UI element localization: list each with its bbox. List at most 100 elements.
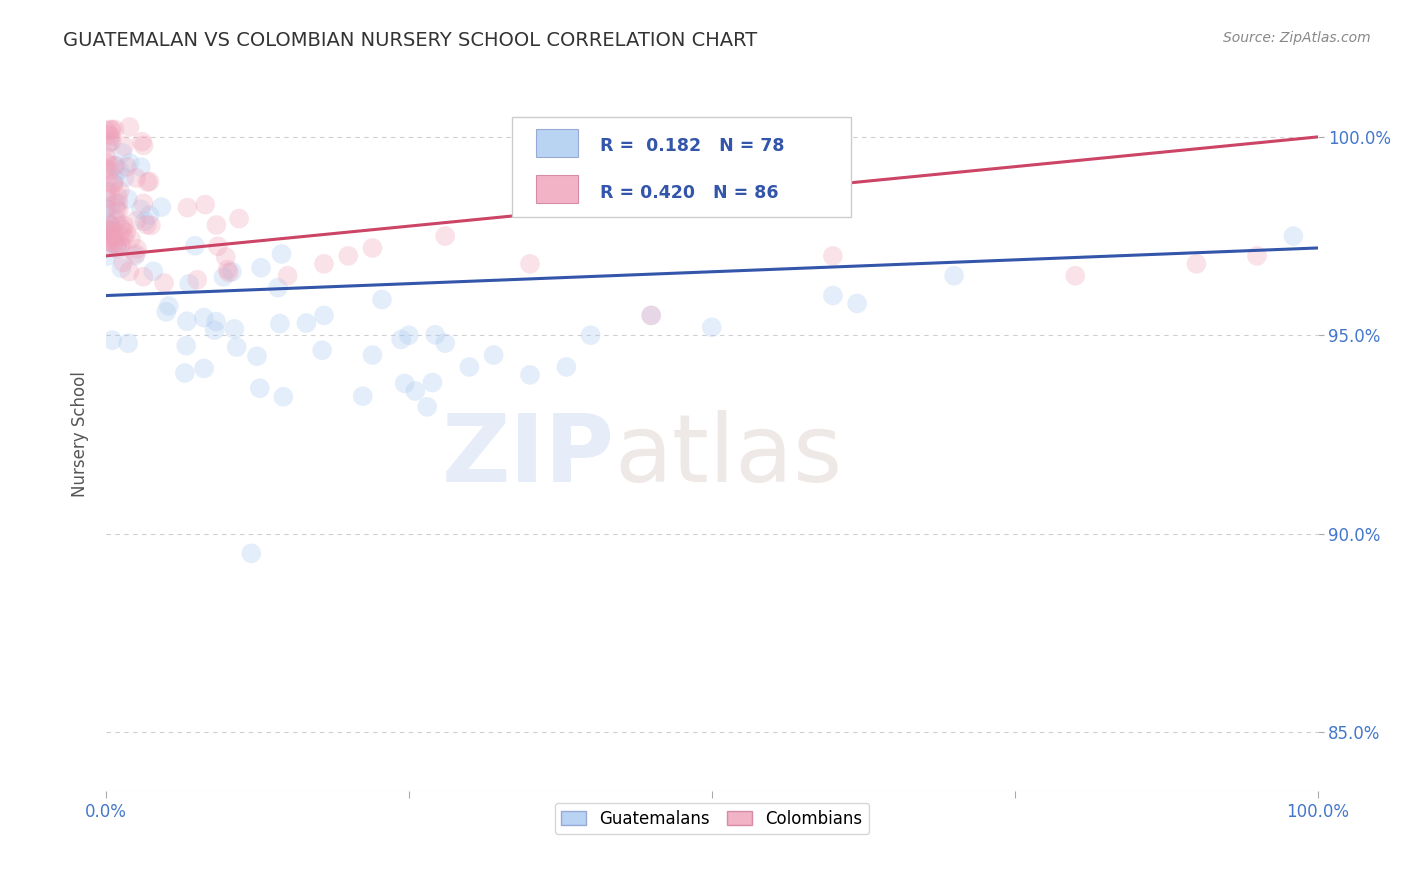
Point — [139, 219, 162, 233]
Point — [422, 376, 444, 390]
Point — [186, 273, 208, 287]
Point — [118, 264, 141, 278]
Point — [101, 333, 124, 347]
Point — [1185, 257, 1208, 271]
Point — [225, 340, 247, 354]
Point — [846, 296, 869, 310]
Point — [107, 189, 129, 203]
Point — [1064, 268, 1087, 283]
Point — [176, 201, 198, 215]
Point — [404, 384, 426, 398]
Point — [100, 199, 122, 213]
Point — [132, 196, 155, 211]
Point — [97, 231, 120, 245]
Point — [174, 339, 197, 353]
Point — [943, 268, 966, 283]
Point — [104, 172, 127, 186]
Point — [337, 249, 360, 263]
Point — [112, 139, 135, 153]
Point — [1246, 249, 1268, 263]
Point — [103, 159, 125, 173]
Point — [107, 195, 129, 210]
Text: ZIP: ZIP — [441, 409, 614, 502]
Point — [361, 348, 384, 362]
Point — [110, 238, 132, 252]
Point — [352, 389, 374, 403]
Point — [205, 218, 228, 232]
Point — [103, 176, 125, 190]
Point — [224, 322, 246, 336]
Point — [103, 178, 125, 192]
Point — [240, 546, 263, 560]
Point — [115, 226, 138, 240]
Point — [96, 138, 118, 153]
Point — [271, 390, 294, 404]
Point — [217, 262, 239, 277]
Point — [96, 214, 118, 228]
Point — [101, 222, 124, 236]
Point — [157, 299, 180, 313]
Text: atlas: atlas — [614, 409, 844, 502]
Point — [105, 196, 128, 211]
Point — [434, 336, 457, 351]
Point — [98, 235, 121, 249]
Point — [120, 232, 142, 246]
Point — [103, 122, 125, 136]
Point — [112, 255, 135, 269]
Point — [104, 159, 127, 173]
Point — [193, 310, 215, 325]
Point — [112, 219, 135, 233]
Point — [250, 260, 273, 275]
Point — [96, 123, 118, 137]
Point — [107, 242, 129, 256]
Point — [108, 163, 131, 178]
Point — [110, 230, 132, 244]
Point — [312, 257, 335, 271]
Point — [98, 136, 121, 150]
Point — [108, 204, 131, 219]
Point — [96, 155, 118, 169]
Point — [100, 219, 122, 234]
Point — [124, 249, 146, 263]
Point — [246, 349, 269, 363]
Point — [194, 197, 217, 211]
Point — [125, 242, 148, 256]
Point — [138, 174, 160, 188]
Point — [249, 381, 271, 395]
Point — [98, 163, 121, 178]
Point — [129, 160, 152, 174]
Point — [204, 323, 226, 337]
Point — [111, 145, 134, 160]
Point — [100, 122, 122, 136]
Point — [269, 317, 291, 331]
Point — [96, 222, 118, 236]
Point — [98, 128, 121, 142]
Point — [228, 211, 250, 226]
Point — [1282, 229, 1305, 244]
Point — [98, 223, 121, 237]
Point — [98, 235, 121, 249]
Point — [98, 158, 121, 172]
Point — [132, 269, 155, 284]
Point — [142, 264, 165, 278]
Point — [103, 236, 125, 251]
Point — [207, 239, 229, 253]
Point — [105, 202, 128, 216]
Point — [218, 265, 240, 279]
Point — [295, 316, 318, 330]
Y-axis label: Nursery School: Nursery School — [72, 371, 89, 498]
Point — [425, 327, 447, 342]
Point — [155, 305, 177, 319]
Point — [117, 336, 139, 351]
Point — [103, 230, 125, 244]
Point — [821, 288, 844, 302]
Point — [105, 212, 128, 227]
Point — [100, 135, 122, 149]
Point — [105, 238, 128, 252]
Point — [184, 238, 207, 252]
Point — [100, 123, 122, 137]
Point — [153, 276, 176, 290]
Point — [519, 368, 541, 382]
Point — [389, 332, 412, 346]
Point — [270, 247, 292, 261]
